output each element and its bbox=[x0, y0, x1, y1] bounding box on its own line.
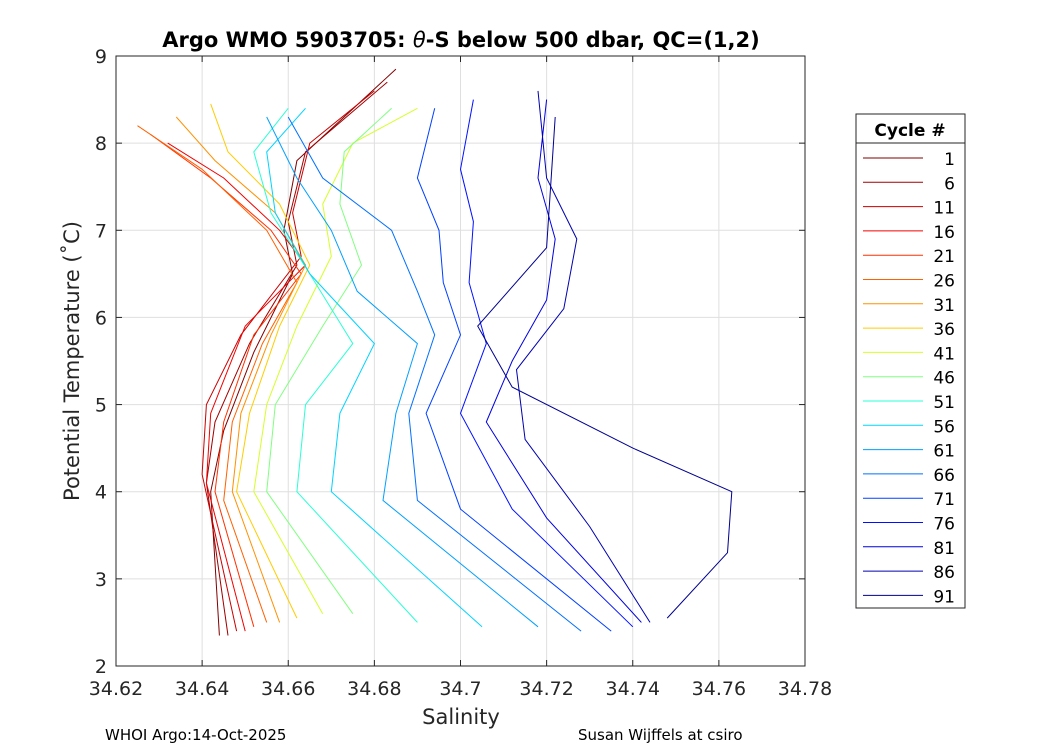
series-line-cycle-16 bbox=[167, 142, 307, 632]
x-tick-label: 34.72 bbox=[519, 678, 573, 700]
series-line-cycle-81 bbox=[485, 99, 642, 623]
legend-label-cycle-86: 86 bbox=[933, 563, 955, 583]
y-tick-label: 7 bbox=[95, 220, 107, 242]
y-tick-label: 4 bbox=[95, 482, 107, 504]
y-tick-label: 6 bbox=[95, 307, 107, 329]
axis-ticks: 34.62 34.64 34.66 34.68 34.7 34.72 34.74 34.76 3… bbox=[89, 46, 832, 700]
series-line-cycle-76 bbox=[459, 99, 634, 628]
legend-label-cycle-16: 16 bbox=[933, 223, 955, 243]
series-line-cycle-31 bbox=[175, 116, 307, 623]
legend-box bbox=[855, 113, 966, 609]
series-line-cycle-86 bbox=[515, 90, 651, 623]
x-tick-label: 34.76 bbox=[692, 678, 746, 700]
chart-title-theta: θ bbox=[413, 28, 426, 52]
legend-label-cycle-21: 21 bbox=[933, 247, 955, 267]
legend-label-cycle-6: 6 bbox=[944, 174, 955, 194]
x-tick-label: 34.62 bbox=[89, 678, 143, 700]
legend-label-cycle-91: 91 bbox=[933, 587, 955, 607]
legend-label-cycle-1: 1 bbox=[944, 150, 955, 170]
legend-label-cycle-51: 51 bbox=[933, 393, 955, 413]
series-line-cycle-66 bbox=[287, 116, 582, 632]
y-tick-label: 9 bbox=[95, 46, 107, 68]
legend-label-cycle-61: 61 bbox=[933, 442, 955, 462]
y-tick-label: 8 bbox=[95, 133, 107, 155]
x-tick-label: 34.64 bbox=[175, 678, 229, 700]
x-tick-label: 34.78 bbox=[778, 678, 832, 700]
legend-label-cycle-31: 31 bbox=[933, 296, 955, 316]
x-tick-label: 34.68 bbox=[347, 678, 401, 700]
x-axis-label: Salinity bbox=[422, 705, 500, 729]
series-line-cycle-1 bbox=[210, 68, 397, 636]
legend-label-cycle-11: 11 bbox=[933, 199, 955, 219]
legend-label-cycle-56: 56 bbox=[933, 417, 955, 437]
series-line-cycle-26 bbox=[137, 125, 298, 623]
legend-label-cycle-41: 41 bbox=[933, 344, 955, 364]
footer-left: WHOI Argo:14-Oct-2025 bbox=[105, 726, 287, 744]
x-tick-label: 34.7 bbox=[439, 678, 481, 700]
legend-label-cycle-71: 71 bbox=[933, 490, 955, 510]
series-line-cycle-36 bbox=[210, 103, 311, 619]
legend-title: Cycle # bbox=[874, 121, 945, 141]
legend-label-cycle-76: 76 bbox=[933, 515, 955, 535]
legend-label-cycle-36: 36 bbox=[933, 320, 955, 340]
series-line-cycle-61 bbox=[266, 116, 539, 628]
x-tick-label: 34.74 bbox=[606, 678, 660, 700]
legend: Cycle # 16111621263136414651566166717681… bbox=[855, 113, 966, 609]
series-line-cycle-11 bbox=[201, 90, 375, 632]
series-line-cycle-51 bbox=[253, 107, 418, 623]
legend-label-cycle-46: 46 bbox=[933, 369, 955, 389]
chart-title-prefix: Argo WMO 5903705: bbox=[162, 28, 413, 52]
legend-label-cycle-81: 81 bbox=[933, 539, 955, 559]
series-line-cycle-91 bbox=[477, 116, 733, 619]
series-line-cycle-6 bbox=[205, 81, 388, 636]
y-tick-label: 3 bbox=[95, 569, 107, 591]
x-tick-label: 34.66 bbox=[261, 678, 315, 700]
y-axis-label: Potential Temperature (˚C) bbox=[60, 221, 84, 501]
chart-title-suffix: -S below 500 dbar, QC=(1,2) bbox=[426, 28, 760, 52]
series-lines bbox=[137, 68, 733, 636]
series-line-cycle-46 bbox=[266, 107, 392, 614]
legend-label-cycle-66: 66 bbox=[933, 466, 955, 486]
y-tick-label: 5 bbox=[95, 395, 107, 417]
y-tick-label: 2 bbox=[95, 656, 107, 678]
series-line-cycle-71 bbox=[416, 108, 612, 632]
footer-right: Susan Wijffels at csiro bbox=[578, 726, 743, 744]
series-line-cycle-56 bbox=[266, 107, 483, 628]
chart-title: Argo WMO 5903705: θ-S below 500 dbar, QC… bbox=[162, 28, 759, 52]
series-line-cycle-41 bbox=[253, 107, 418, 614]
legend-label-cycle-26: 26 bbox=[933, 272, 955, 292]
